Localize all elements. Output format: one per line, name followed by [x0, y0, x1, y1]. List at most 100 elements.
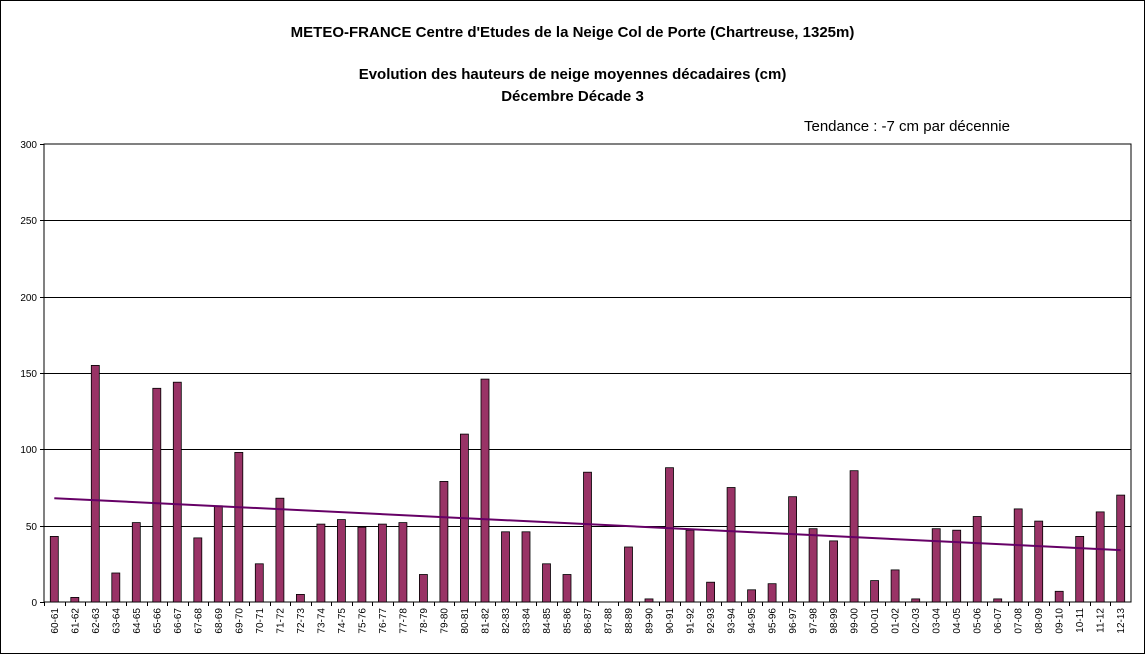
x-tick-label-90-91: 90-91: [665, 608, 676, 634]
y-tick-label: 250: [20, 216, 37, 227]
x-tick-label-87-88: 87-88: [604, 608, 615, 634]
x-tick-label-02-03: 02-03: [911, 608, 922, 634]
y-tick-label: 300: [20, 140, 37, 151]
bar-02-03: [911, 598, 921, 603]
bar-91-92: [685, 529, 695, 603]
bar-61-62: [70, 597, 80, 603]
x-tick-label-63-64: 63-64: [111, 608, 122, 634]
bar-67-68: [193, 537, 203, 603]
x-tick-label-04-05: 04-05: [952, 608, 963, 634]
x-tick-label-71-72: 71-72: [275, 608, 286, 634]
bar-84-85: [542, 563, 551, 603]
bar-97-98: [808, 528, 818, 603]
bar-83-84: [521, 531, 531, 603]
bar-73-74: [316, 523, 326, 603]
bar-68-69: [213, 505, 223, 603]
y-tick-label: 0: [31, 598, 37, 609]
bar-79-80: [439, 480, 449, 603]
x-tick-label-78-79: 78-79: [419, 608, 430, 634]
bar-81-82: [480, 378, 490, 603]
x-tick-label-89-90: 89-90: [645, 608, 656, 634]
chart-period: Décembre Décade 3: [501, 88, 644, 105]
x-tick-label-08-09: 08-09: [1034, 608, 1045, 634]
bar-74-75: [336, 519, 346, 603]
x-tick-label-05-06: 05-06: [973, 608, 984, 634]
x-tick-label-70-71: 70-71: [255, 608, 266, 634]
x-tick-label-74-75: 74-75: [337, 608, 348, 634]
x-tick-label-88-89: 88-89: [624, 608, 635, 634]
bar-92-93: [706, 581, 715, 603]
trend-annotation: Tendance : -7 cm par décennie: [804, 118, 1010, 135]
bar-66-67: [172, 381, 182, 603]
x-tick-label-99-00: 99-00: [850, 608, 861, 634]
bar-64-65: [131, 522, 141, 603]
bar-88-89: [624, 546, 633, 603]
x-tick-label-73-74: 73-74: [316, 608, 327, 634]
bar-71-72: [275, 497, 285, 603]
bar-62-63: [90, 364, 100, 603]
x-tick-label-68-69: 68-69: [214, 608, 225, 634]
bar-82-83: [501, 531, 510, 603]
bar-69-70: [234, 451, 244, 603]
bar-85-86: [562, 574, 572, 603]
trend-line: [54, 497, 1121, 552]
x-tick-label-60-61: 60-61: [50, 608, 61, 634]
x-tick-label-72-73: 72-73: [296, 608, 307, 634]
x-tick-label-91-92: 91-92: [686, 608, 697, 634]
bar-63-64: [111, 572, 121, 603]
bar-10-11: [1075, 536, 1085, 603]
x-tick-label-62-63: 62-63: [91, 608, 102, 634]
x-tick-label-75-76: 75-76: [357, 608, 368, 634]
x-tick-label-92-93: 92-93: [706, 608, 717, 634]
x-tick-label-00-01: 00-01: [870, 608, 881, 634]
x-tick-label-86-87: 86-87: [583, 608, 594, 634]
bar-04-05: [952, 529, 962, 603]
x-tick-label-66-67: 66-67: [173, 608, 184, 634]
bar-94-95: [747, 589, 756, 603]
x-tick-label-01-02: 01-02: [891, 608, 902, 634]
bar-90-91: [665, 467, 674, 603]
x-tick-label-96-97: 96-97: [788, 608, 799, 634]
x-tick-label-76-77: 76-77: [378, 608, 389, 634]
x-tick-label-79-80: 79-80: [439, 608, 450, 634]
x-tick-label-64-65: 64-65: [132, 608, 143, 634]
bar-76-77: [377, 523, 387, 603]
x-tick-label-94-95: 94-95: [747, 608, 758, 634]
bar-96-97: [788, 496, 797, 603]
bar-09-10: [1054, 590, 1064, 603]
x-tick-label-10-11: 10-11: [1075, 608, 1086, 633]
y-tick-label: 200: [20, 293, 37, 304]
x-tick-label-84-85: 84-85: [542, 608, 553, 634]
x-tick-label-07-08: 07-08: [1014, 608, 1025, 634]
bar-77-78: [398, 522, 408, 603]
bar-89-90: [644, 598, 654, 603]
bar-60-61: [49, 536, 59, 603]
x-tick-label-83-84: 83-84: [522, 608, 533, 634]
bar-93-94: [726, 487, 736, 603]
bar-08-09: [1034, 520, 1044, 603]
bar-72-73: [295, 594, 305, 603]
chart-subtitle: Evolution des hauteurs de neige moyennes…: [358, 66, 787, 83]
bar-98-99: [829, 540, 838, 603]
bar-01-02: [890, 569, 900, 603]
bar-65-66: [152, 387, 162, 603]
bar-05-06: [972, 516, 982, 603]
chart-title: METEO-FRANCE Centre d'Etudes de la Neige…: [290, 24, 855, 41]
x-tick-label-80-81: 80-81: [460, 608, 471, 634]
x-tick-label-67-68: 67-68: [193, 608, 204, 634]
x-tick-label-03-04: 03-04: [932, 608, 943, 634]
bar-75-76: [357, 526, 367, 603]
x-tick-label-85-86: 85-86: [563, 608, 574, 634]
bar-03-04: [931, 528, 941, 603]
bar-11-12: [1095, 511, 1105, 603]
x-tick-label-69-70: 69-70: [234, 608, 245, 634]
x-tick-label-06-07: 06-07: [993, 608, 1004, 634]
x-tick-label-09-10: 09-10: [1055, 608, 1066, 634]
x-tick-label-11-12: 11-12: [1096, 608, 1107, 633]
y-tick-label: 50: [26, 522, 38, 533]
y-tick-label: 150: [20, 369, 37, 380]
bar-06-07: [993, 598, 1003, 603]
bar-07-08: [1013, 508, 1023, 603]
